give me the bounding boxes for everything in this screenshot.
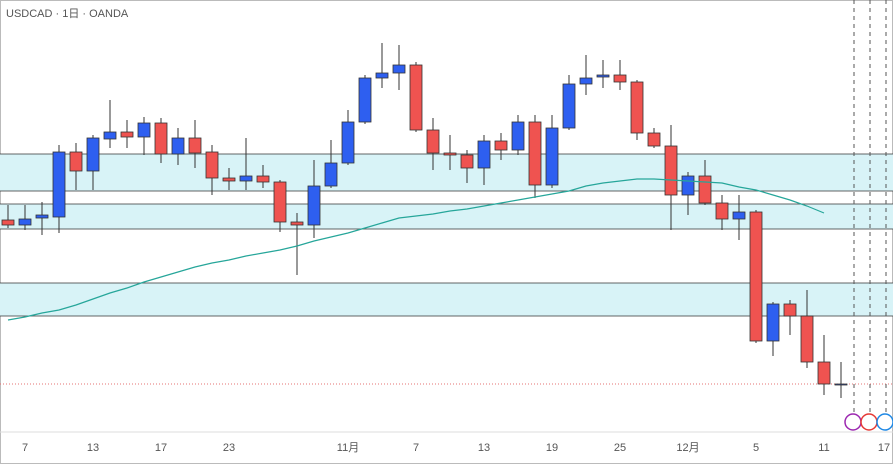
- candle-body: [239, 175, 253, 182]
- candle-body: [392, 64, 406, 74]
- x-tick-label: 7: [22, 442, 28, 454]
- candle-body: [715, 202, 729, 220]
- candle-body: [205, 151, 219, 179]
- candle-body: [358, 77, 372, 123]
- candle-body: [579, 77, 593, 85]
- chart-title: USDCAD · 1日 · OANDA: [6, 8, 129, 20]
- candle-body: [256, 175, 270, 183]
- candle-body: [273, 181, 287, 223]
- moving-average: [7, 178, 825, 321]
- candle-body: [817, 361, 831, 385]
- candle-body: [443, 152, 457, 156]
- candle-body: [222, 177, 236, 182]
- x-tick-label: 5: [753, 442, 759, 454]
- candle-body: [290, 221, 304, 226]
- x-tick-label: 25: [614, 442, 626, 454]
- candle-body: [18, 218, 32, 226]
- candle-body: [188, 137, 202, 154]
- candle-body: [375, 72, 389, 79]
- candle-body: [154, 122, 168, 155]
- candle-body: [35, 214, 49, 219]
- candle-body: [409, 64, 423, 131]
- x-tick-label: 7: [413, 442, 419, 454]
- event-icon[interactable]: [860, 413, 878, 431]
- candle-body: [613, 74, 627, 83]
- candle-body: [766, 303, 780, 342]
- candle-body: [698, 175, 712, 204]
- candle-body: [1, 219, 15, 226]
- candle-body: [528, 121, 542, 186]
- x-tick-label: 17: [155, 442, 167, 454]
- event-icon[interactable]: [844, 413, 862, 431]
- candle-body: [681, 175, 695, 196]
- candle-body: [800, 315, 814, 363]
- candle-body: [783, 303, 797, 317]
- x-tick-label: 11月: [337, 442, 359, 454]
- candle-body: [477, 140, 491, 169]
- x-tick-label: 19: [546, 442, 558, 454]
- candle-body: [545, 127, 559, 186]
- candle-body: [137, 122, 151, 138]
- candle-body: [307, 185, 321, 226]
- zone: [0, 154, 893, 191]
- candle-body: [69, 151, 83, 172]
- event-icon[interactable]: [876, 413, 893, 431]
- candle-body: [596, 74, 610, 78]
- candle-body: [324, 162, 338, 187]
- candle-body: [664, 145, 678, 196]
- x-tick-label: 11: [818, 442, 829, 454]
- x-tick-label: 13: [478, 442, 490, 454]
- candle-body: [171, 137, 185, 155]
- candle-body: [511, 121, 525, 151]
- candle-body: [562, 83, 576, 129]
- x-tick-label: 12月: [676, 442, 699, 454]
- x-tick-label: 23: [223, 442, 235, 454]
- zone: [0, 283, 893, 316]
- candle-body: [834, 383, 848, 386]
- candle-body: [494, 140, 508, 151]
- candle-body: [103, 131, 117, 140]
- candle-body: [120, 131, 134, 138]
- event-icons: [844, 413, 893, 431]
- candle-body: [341, 121, 355, 164]
- x-tick-label: 17: [878, 442, 890, 454]
- candle-body: [86, 137, 100, 172]
- candle-body: [460, 154, 474, 169]
- x-tick-label: 13: [87, 442, 99, 454]
- candle-body: [732, 211, 746, 220]
- plot-area: [0, 43, 893, 398]
- candle-body: [426, 129, 440, 154]
- candle-body: [647, 132, 661, 147]
- candle-body: [749, 211, 763, 342]
- candle-body: [52, 151, 66, 218]
- candle-body: [630, 81, 644, 134]
